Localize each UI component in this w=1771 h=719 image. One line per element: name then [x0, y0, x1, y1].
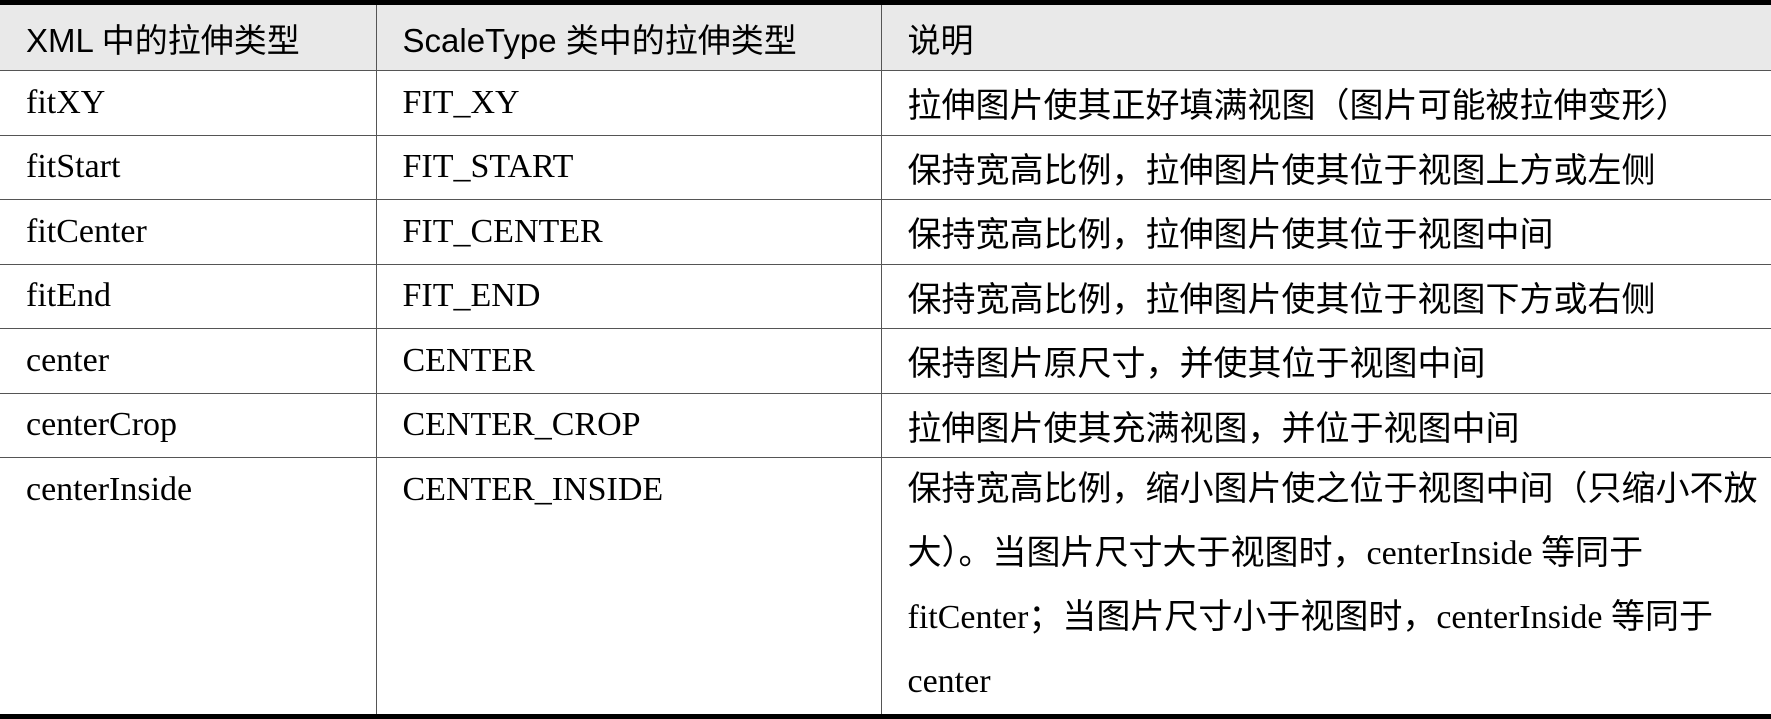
table-row: centerCrop CENTER_CROP 拉伸图片使其充满视图，并位于视图中…: [0, 392, 1771, 458]
scaletype-cell: FIT_END: [375, 263, 881, 329]
header-xml-type: XML 中的拉伸类型: [0, 2, 376, 71]
header-description: 说明: [880, 2, 1771, 71]
table-row: fitStart FIT_START 保持宽高比例，拉伸图片使其位于视图上方或左…: [0, 134, 1771, 200]
xml-type-cell: fitEnd: [0, 263, 376, 329]
table-row: centerInside CENTER_INSIDE 保持宽高比例，缩小图片使之…: [0, 457, 1771, 717]
scaletype-cell: FIT_XY: [375, 70, 881, 136]
description-cell: 保持宽高比例，拉伸图片使其位于视图中间: [880, 199, 1771, 265]
table-row: center CENTER 保持图片原尺寸，并使其位于视图中间: [0, 328, 1771, 394]
scaletype-cell: CENTER_INSIDE: [375, 457, 881, 717]
scaletype-cell: FIT_START: [375, 134, 881, 200]
table-row: fitEnd FIT_END 保持宽高比例，拉伸图片使其位于视图下方或右侧: [0, 263, 1771, 329]
xml-type-cell: fitXY: [0, 70, 376, 136]
scaletype-cell: FIT_CENTER: [375, 199, 881, 265]
xml-type-cell: fitCenter: [0, 199, 376, 265]
xml-type-cell: centerCrop: [0, 392, 376, 458]
description-cell: 保持宽高比例，拉伸图片使其位于视图下方或右侧: [880, 263, 1771, 329]
description-cell: 保持图片原尺寸，并使其位于视图中间: [880, 328, 1771, 394]
description-cell: 拉伸图片使其正好填满视图（图片可能被拉伸变形）: [880, 70, 1771, 136]
description-cell: 保持宽高比例，拉伸图片使其位于视图上方或左侧: [880, 134, 1771, 200]
xml-type-cell: fitStart: [0, 134, 376, 200]
header-scaletype: ScaleType 类中的拉伸类型: [375, 2, 881, 71]
description-cell: 拉伸图片使其充满视图，并位于视图中间: [880, 392, 1771, 458]
xml-type-cell: centerInside: [0, 457, 376, 717]
table-row: fitCenter FIT_CENTER 保持宽高比例，拉伸图片使其位于视图中间: [0, 199, 1771, 265]
description-cell: 保持宽高比例，缩小图片使之位于视图中间（只缩小不放大）。当图片尺寸大于视图时，c…: [880, 457, 1771, 717]
xml-type-cell: center: [0, 328, 376, 394]
scaletype-cell: CENTER_CROP: [375, 392, 881, 458]
table-row: fitXY FIT_XY 拉伸图片使其正好填满视图（图片可能被拉伸变形）: [0, 70, 1771, 136]
header-row: XML 中的拉伸类型 ScaleType 类中的拉伸类型 说明: [0, 2, 1771, 71]
scaletype-cell: CENTER: [375, 328, 881, 394]
